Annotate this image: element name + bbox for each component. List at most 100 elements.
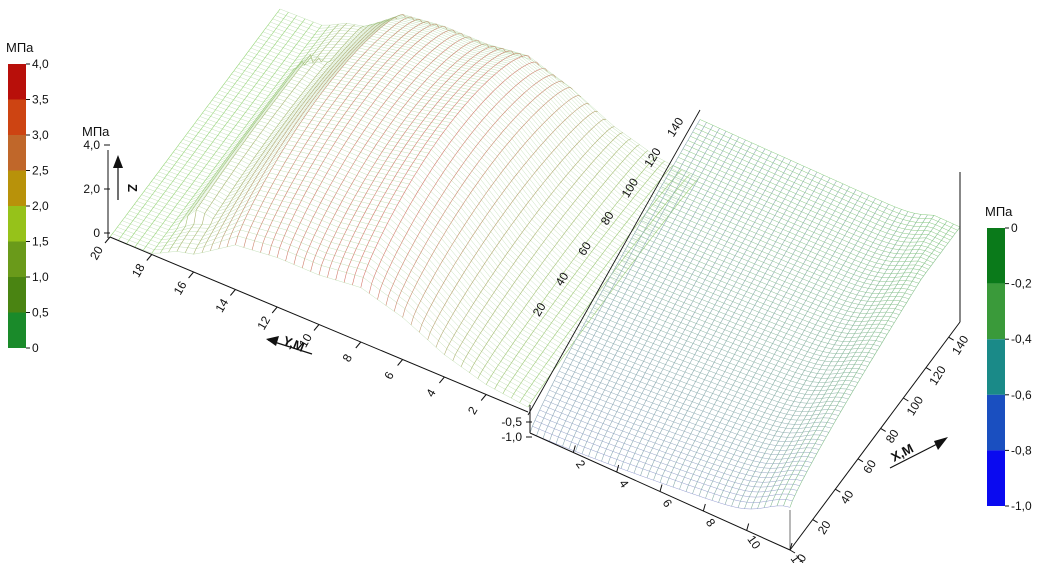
mesh-line xyxy=(192,97,611,293)
mesh-line xyxy=(180,114,599,309)
mesh-line xyxy=(231,50,650,241)
mesh-line xyxy=(118,12,289,241)
mesh-line xyxy=(160,144,580,336)
mesh-line xyxy=(658,190,919,284)
colorbar-segment xyxy=(8,170,26,206)
colorbar-segment xyxy=(987,394,1005,451)
y-tick-label: 2 xyxy=(465,404,481,417)
mesh-line xyxy=(255,27,674,210)
mesh-line xyxy=(685,144,946,247)
x-tick-label: 0 xyxy=(794,551,810,563)
colorbar-segment xyxy=(8,206,26,242)
x-tick xyxy=(857,458,864,463)
mesh-line xyxy=(134,190,553,373)
mesh-line xyxy=(602,289,863,375)
y-tick-label: 8 xyxy=(340,351,356,364)
y-tick xyxy=(616,464,620,473)
mesh-line xyxy=(546,394,808,474)
z-arrow-head xyxy=(113,155,123,168)
back-x-tick-label: 40 xyxy=(552,269,571,288)
mesh-line xyxy=(619,259,880,347)
mesh-line xyxy=(532,425,793,503)
left-colorbar-title: МПа xyxy=(6,40,34,55)
mesh-line xyxy=(563,361,825,442)
mesh-line xyxy=(651,203,912,296)
colorbar-label: 2,5 xyxy=(32,164,49,178)
mesh-line xyxy=(185,107,604,303)
mesh-line xyxy=(622,254,883,343)
mesh-line xyxy=(260,23,679,204)
right-colorbar: МПа 0 -0,2 -0,4 -0,6 -0,8 -1,0 xyxy=(985,204,1032,513)
mesh-line xyxy=(165,136,585,329)
mesh-line xyxy=(117,224,536,397)
colorbar-segment xyxy=(8,277,26,313)
y-tick xyxy=(188,271,194,279)
mesh-line xyxy=(580,329,842,412)
mesh-line xyxy=(585,320,846,404)
z-axis-name: Z xyxy=(125,184,140,192)
mesh-line xyxy=(270,16,689,191)
mesh-line xyxy=(544,399,805,478)
mesh-line xyxy=(119,218,538,393)
y-tick xyxy=(355,341,362,349)
mesh-line xyxy=(559,370,820,451)
x-tick xyxy=(880,427,886,432)
mesh-line xyxy=(624,250,885,339)
colorbar-label: 0 xyxy=(32,341,39,355)
colorbar-segment xyxy=(8,241,26,277)
y-tick xyxy=(702,503,706,512)
mesh-line xyxy=(634,233,895,323)
mesh-line xyxy=(114,229,534,400)
mesh-line xyxy=(614,267,876,355)
mesh-line xyxy=(187,104,606,300)
mesh-line xyxy=(190,100,609,296)
colorbar-label: 3,0 xyxy=(32,128,49,142)
colorbar-segment xyxy=(8,64,26,100)
mesh-line xyxy=(126,203,546,383)
colorbar-label: -1,0 xyxy=(1011,499,1032,513)
left-colorbar: МПа 4,0 3,5 3,0 2,5 2,0 1,5 1,0 0,5 0 xyxy=(6,40,49,355)
mesh-line xyxy=(109,236,529,408)
y-tick xyxy=(104,236,111,244)
mesh-line xyxy=(452,132,623,361)
mesh-line xyxy=(542,404,803,483)
mesh-line xyxy=(610,276,871,363)
mesh-line xyxy=(168,132,587,326)
mesh-line xyxy=(571,347,832,429)
mesh-line xyxy=(677,156,939,257)
colorbar-label: -0,4 xyxy=(1011,332,1032,346)
mesh-line xyxy=(163,140,582,333)
colorbar-segment xyxy=(987,450,1005,506)
left-surface-mesh xyxy=(109,8,699,408)
mesh-line xyxy=(697,123,958,231)
x-tick xyxy=(835,488,841,493)
mesh-line xyxy=(629,241,890,331)
y-tick-label: 12 xyxy=(254,313,273,332)
mesh-line xyxy=(272,15,691,188)
x-tick-label: 60 xyxy=(860,457,879,476)
mesh-line xyxy=(646,211,907,304)
mesh-line xyxy=(675,161,936,260)
colorbar-segment xyxy=(8,99,26,135)
mesh-line xyxy=(639,224,900,315)
mesh-line xyxy=(631,237,893,327)
y-tick-label: 16 xyxy=(171,278,190,297)
colorbar-label: 1,0 xyxy=(32,270,49,284)
mesh-line xyxy=(653,199,914,292)
mesh-line xyxy=(690,135,951,241)
colorbar-segment xyxy=(987,228,1005,284)
y-tick-label: 18 xyxy=(129,261,148,280)
mesh-line xyxy=(129,199,548,380)
mesh-line xyxy=(177,118,597,313)
mesh-line xyxy=(568,352,829,434)
mesh-line xyxy=(216,66,636,261)
right-colorbar-title: МПа xyxy=(985,204,1013,219)
x-tick xyxy=(789,549,796,554)
mesh-line xyxy=(502,165,674,394)
mesh-line xyxy=(612,272,873,359)
mesh-line xyxy=(597,298,859,383)
mesh-line xyxy=(173,125,592,319)
mesh-line xyxy=(209,75,628,270)
mesh-line xyxy=(245,35,665,222)
